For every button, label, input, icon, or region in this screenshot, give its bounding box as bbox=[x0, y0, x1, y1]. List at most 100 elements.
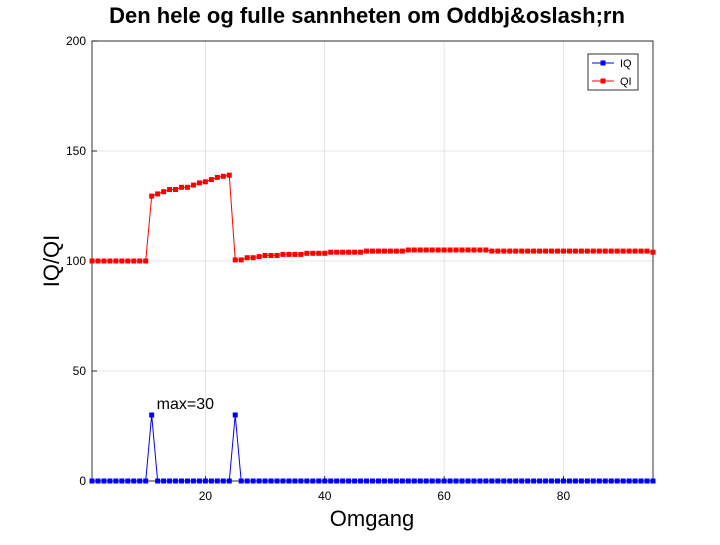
data-point-iq bbox=[304, 478, 310, 484]
data-point-qi bbox=[471, 247, 477, 253]
data-point-iq bbox=[489, 478, 495, 484]
data-point-qi bbox=[590, 248, 596, 254]
y-tick-label: 100 bbox=[66, 254, 86, 268]
data-point-qi bbox=[202, 179, 208, 185]
data-point-iq bbox=[208, 478, 214, 484]
data-point-qi bbox=[161, 189, 167, 195]
data-point-qi bbox=[340, 249, 346, 255]
y-axis-label: IQ/QI bbox=[39, 235, 64, 288]
data-point-iq bbox=[358, 478, 364, 484]
data-point-qi bbox=[578, 248, 584, 254]
data-point-qi bbox=[584, 248, 590, 254]
data-point-qi bbox=[232, 257, 238, 263]
data-point-iq bbox=[137, 478, 143, 484]
data-point-iq bbox=[190, 478, 196, 484]
x-axis-label: Omgang bbox=[330, 506, 414, 531]
data-point-iq bbox=[89, 478, 95, 484]
data-point-iq bbox=[95, 478, 101, 484]
data-point-qi bbox=[626, 248, 632, 254]
data-point-qi bbox=[119, 258, 125, 264]
data-point-qi bbox=[214, 174, 220, 180]
data-point-qi bbox=[131, 258, 137, 264]
data-point-qi bbox=[179, 184, 185, 190]
data-point-iq bbox=[495, 478, 501, 484]
data-point-iq bbox=[405, 478, 411, 484]
data-point-iq bbox=[560, 478, 566, 484]
data-point-iq bbox=[125, 478, 131, 484]
data-point-iq bbox=[161, 478, 167, 484]
data-point-qi bbox=[316, 250, 322, 256]
data-point-qi bbox=[107, 258, 113, 264]
data-point-iq bbox=[423, 478, 429, 484]
data-point-iq bbox=[113, 478, 119, 484]
data-point-iq bbox=[429, 478, 435, 484]
data-point-iq bbox=[644, 478, 650, 484]
data-point-qi bbox=[220, 173, 226, 179]
data-point-iq bbox=[238, 478, 244, 484]
data-point-qi bbox=[602, 248, 608, 254]
data-point-iq bbox=[501, 478, 507, 484]
data-point-qi bbox=[256, 254, 262, 260]
data-point-iq bbox=[614, 478, 620, 484]
data-point-iq bbox=[143, 478, 149, 484]
data-point-qi bbox=[632, 248, 638, 254]
data-point-qi bbox=[429, 247, 435, 253]
data-point-iq bbox=[638, 478, 644, 484]
x-tick-label: 60 bbox=[437, 489, 451, 503]
data-point-iq bbox=[196, 478, 202, 484]
axis-ticks: 20 40 60 80 0 50 100 150 200 bbox=[66, 34, 571, 503]
data-point-iq bbox=[262, 478, 268, 484]
data-point-iq bbox=[393, 478, 399, 484]
data-point-qi bbox=[184, 184, 190, 190]
data-point-qi bbox=[173, 187, 179, 192]
data-point-iq bbox=[387, 478, 393, 484]
data-point-iq bbox=[179, 478, 185, 484]
data-point-iq bbox=[578, 478, 584, 484]
data-point-iq bbox=[328, 478, 334, 484]
data-point-iq bbox=[280, 478, 286, 484]
data-point-qi bbox=[143, 258, 149, 264]
data-point-qi bbox=[292, 251, 298, 257]
data-point-iq bbox=[399, 478, 405, 484]
data-point-iq bbox=[453, 478, 459, 484]
data-point-qi bbox=[286, 251, 292, 257]
data-point-iq bbox=[590, 478, 596, 484]
legend-qi-label: QI bbox=[620, 76, 632, 88]
data-point-qi bbox=[298, 251, 304, 257]
data-point-qi bbox=[519, 248, 525, 254]
data-point-qi bbox=[459, 247, 465, 253]
data-point-iq bbox=[417, 478, 423, 484]
data-point-iq bbox=[334, 478, 340, 484]
data-point-iq bbox=[471, 478, 477, 484]
data-point-qi bbox=[614, 248, 620, 254]
data-point-iq bbox=[584, 478, 590, 484]
data-point-iq bbox=[626, 478, 632, 484]
data-point-iq bbox=[310, 478, 316, 484]
data-point-iq bbox=[274, 478, 280, 484]
data-point-iq bbox=[381, 478, 387, 484]
data-point-qi bbox=[543, 248, 549, 254]
data-point-iq bbox=[220, 478, 226, 484]
x-tick-label: 80 bbox=[557, 489, 571, 503]
data-point-qi bbox=[513, 248, 519, 254]
data-point-iq bbox=[549, 478, 555, 484]
data-point-qi bbox=[375, 248, 381, 254]
data-point-iq bbox=[292, 478, 298, 484]
data-point-qi bbox=[352, 249, 358, 255]
data-point-iq bbox=[459, 478, 465, 484]
data-point-qi bbox=[495, 248, 501, 254]
data-point-iq bbox=[441, 478, 447, 484]
data-point-qi bbox=[364, 248, 370, 254]
data-point-iq bbox=[531, 478, 537, 484]
data-point-qi bbox=[525, 248, 531, 254]
data-point-qi bbox=[328, 249, 334, 255]
data-point-iq bbox=[340, 478, 346, 484]
data-point-iq bbox=[555, 478, 561, 484]
data-point-qi bbox=[531, 248, 537, 254]
legend: IQ QI bbox=[587, 53, 639, 91]
data-point-qi bbox=[501, 248, 507, 254]
data-point-iq bbox=[525, 478, 531, 484]
data-point-iq bbox=[513, 478, 519, 484]
data-point-iq bbox=[316, 478, 322, 484]
